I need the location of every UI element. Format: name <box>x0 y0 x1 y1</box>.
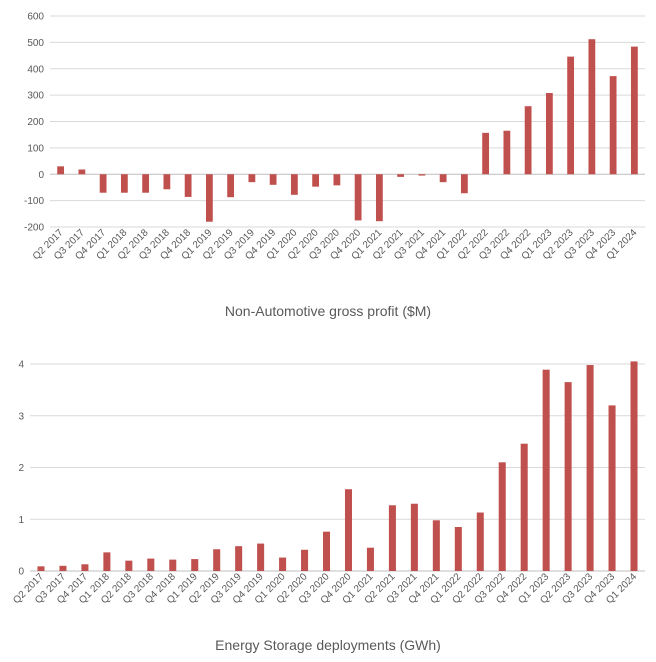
bar <box>163 174 171 190</box>
bar <box>169 559 177 571</box>
bar <box>257 543 265 571</box>
y-tick-label: 500 <box>27 38 44 49</box>
bar <box>482 132 490 175</box>
bar <box>418 174 426 176</box>
bar <box>410 503 418 571</box>
bar <box>397 174 405 177</box>
bar <box>290 174 298 195</box>
bar <box>78 169 86 175</box>
bar <box>37 566 45 571</box>
bar <box>388 505 396 571</box>
bar <box>454 527 462 571</box>
y-tick-label: 300 <box>27 91 44 102</box>
y-tick-label: 400 <box>27 64 44 75</box>
bar <box>323 531 331 571</box>
bar <box>120 174 128 193</box>
y-tick-label: 0 <box>18 567 24 578</box>
bar <box>57 166 65 175</box>
bar <box>205 174 213 222</box>
bar <box>545 93 553 175</box>
y-tick-label: 600 <box>27 12 44 23</box>
bar <box>460 174 468 194</box>
bar <box>520 443 528 571</box>
y-tick-label: 4 <box>18 360 24 371</box>
bar <box>366 547 374 571</box>
bar <box>586 365 594 571</box>
bar <box>248 174 256 183</box>
chart-title-non-automotive-gross-profit: Non-Automotive gross profit ($M) <box>225 303 431 319</box>
bar <box>498 462 506 571</box>
bar <box>301 549 309 571</box>
y-tick-label: 3 <box>18 411 24 422</box>
y-tick-label: -100 <box>24 196 44 207</box>
chart-title-energy-storage-deployments: Energy Storage deployments (GWh) <box>215 637 441 653</box>
bar <box>542 369 550 571</box>
bar <box>213 549 221 571</box>
bar <box>564 382 572 571</box>
bar <box>588 39 596 175</box>
bar <box>333 174 341 186</box>
y-tick-label: 100 <box>27 143 44 154</box>
bar <box>279 557 287 571</box>
bar <box>439 174 447 183</box>
bar <box>503 130 511 175</box>
bar <box>81 564 89 571</box>
bar <box>125 560 133 571</box>
bar <box>269 174 277 185</box>
bar <box>609 76 617 175</box>
bar <box>630 46 638 175</box>
bar <box>354 174 362 221</box>
bar <box>191 559 199 571</box>
bar <box>432 520 440 571</box>
y-tick-label: 2 <box>18 463 24 474</box>
bar <box>375 174 383 222</box>
y-tick-label: 1 <box>18 515 24 526</box>
bar <box>344 489 352 571</box>
bar <box>227 174 235 198</box>
y-tick-label: 0 <box>38 170 44 181</box>
bar <box>524 106 532 175</box>
y-tick-label: -200 <box>24 223 44 234</box>
bar <box>99 174 107 193</box>
bar <box>235 546 243 571</box>
bar <box>476 512 484 571</box>
bar <box>567 56 575 175</box>
y-tick-label: 200 <box>27 117 44 128</box>
bar <box>630 361 638 571</box>
bar <box>184 174 192 197</box>
bar <box>608 405 616 571</box>
bar <box>59 565 67 571</box>
bar <box>103 552 111 571</box>
bar <box>147 558 155 571</box>
bar <box>312 174 320 187</box>
bar <box>142 174 150 193</box>
